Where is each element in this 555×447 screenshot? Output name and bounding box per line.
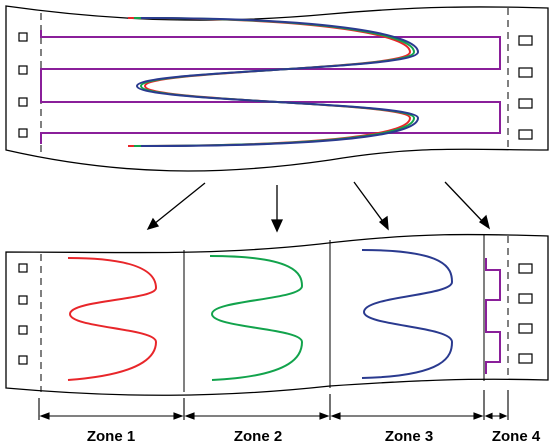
arrow-to-zone-1 — [153, 182, 206, 225]
top-strip-border — [5, 5, 549, 172]
arrow-to-zone-3-head — [378, 215, 389, 231]
arrow-to-zone-2-head — [270, 219, 284, 233]
zone-dimension-lines — [38, 390, 509, 420]
zone-4-purple-pulse — [485, 258, 501, 374]
zone-1-red-wave — [67, 257, 158, 381]
arrow-to-zone-1-head — [146, 217, 160, 231]
arrow-to-zone-4 — [444, 181, 485, 224]
zone-4-label: Zone 4 — [492, 428, 541, 445]
zone-3-blue-wave — [361, 249, 454, 379]
zone-2-green-wave — [209, 255, 304, 381]
bottom-left-sprocket-holes — [18, 263, 28, 365]
top-red-wave — [127, 17, 412, 147]
top-green-wave — [133, 17, 416, 147]
arrow-to-zone-4-head — [478, 214, 491, 230]
top-strip — [5, 5, 549, 172]
zone-1-label: Zone 1 — [87, 428, 135, 445]
split-arrows — [146, 181, 491, 233]
zone-3-label: Zone 3 — [385, 428, 433, 445]
bottom-strip-border — [5, 233, 549, 396]
top-left-sprocket-holes — [18, 32, 28, 138]
bottom-strip — [5, 233, 549, 396]
top-purple-serpentine — [40, 30, 501, 144]
zone-2-label: Zone 2 — [234, 428, 282, 445]
bottom-right-sprocket-holes — [518, 263, 533, 364]
arrow-to-zone-3 — [353, 181, 385, 224]
top-right-sprocket-holes — [518, 35, 533, 140]
top-blue-wave — [135, 17, 420, 147]
